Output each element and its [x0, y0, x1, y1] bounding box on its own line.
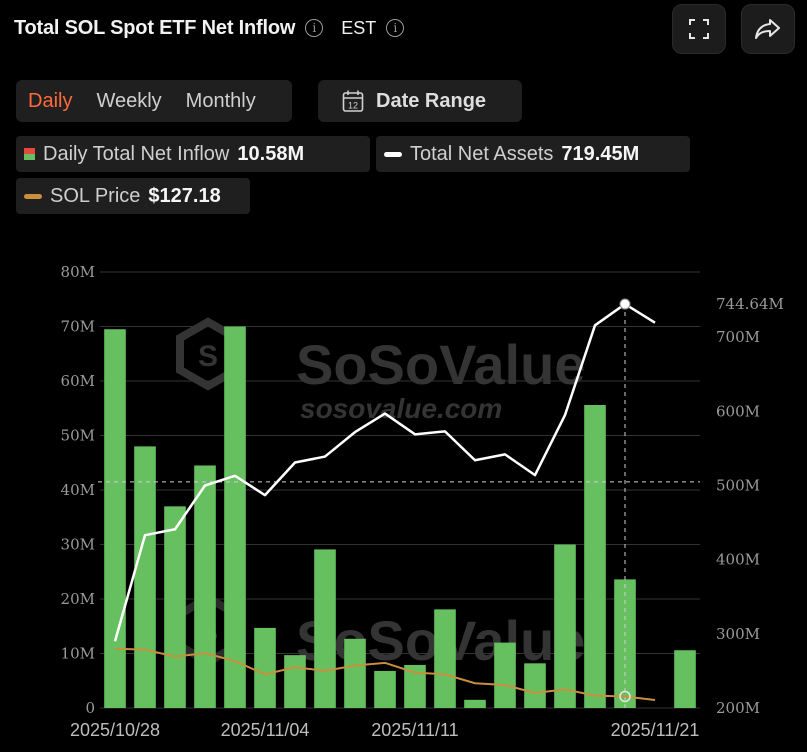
inflow-swatch [24, 148, 35, 160]
svg-text:sosovalue.com: sosovalue.com [300, 393, 502, 424]
inflow-bar [404, 664, 426, 708]
inflow-bar [374, 670, 396, 708]
timezone-info-icon[interactable]: i [386, 19, 405, 37]
bar-series [104, 326, 696, 708]
line-series [98, 298, 700, 708]
inflow-bar [104, 329, 126, 708]
legend-inflow-label: Daily Total Net Inflow [43, 142, 230, 165]
inflow-chart[interactable]: S SoSoValue sosovalue.com S SoSoValue 01… [0, 250, 807, 752]
info-icon[interactable]: i [305, 19, 324, 37]
y2-tick-label: 600M [716, 402, 760, 420]
legend-price-label: SOL Price [50, 184, 141, 207]
y-tick-label: 20M [61, 590, 95, 608]
svg-text:S: S [198, 340, 218, 373]
y2-hover-label: 744.64M [716, 295, 784, 313]
y-tick-label: 60M [61, 372, 95, 390]
inflow-bar [314, 549, 336, 708]
svg-text:SoSoValue: SoSoValue [296, 333, 585, 396]
inflow-bar [164, 506, 186, 708]
inflow-bar [194, 465, 216, 708]
legend-assets-value: 719.45M [561, 142, 640, 165]
inflow-bar [584, 404, 606, 708]
price-swatch [24, 193, 42, 199]
fullscreen-icon [689, 19, 709, 39]
assets-line [113, 302, 656, 642]
legend-inflow-value: 10.58M [237, 142, 305, 165]
svg-text:12: 12 [348, 101, 358, 111]
date-range-button[interactable]: 12 Date Range [318, 80, 522, 122]
inflow-bar [494, 642, 516, 708]
y2-tick-label: 300M [716, 625, 760, 643]
date-range-label: Date Range [376, 89, 487, 112]
chart-header: Total SOL Spot ETF Net Inflow i EST i [14, 10, 405, 46]
inflow-bar [134, 446, 156, 708]
y-tick-label: 10M [61, 645, 95, 663]
y2-tick-label: 200M [716, 699, 760, 717]
fullscreen-button[interactable] [672, 4, 726, 54]
inflow-bar [254, 627, 276, 708]
price-line [114, 647, 656, 702]
y2-tick-label: 500M [716, 477, 760, 495]
y2-tick-label: 400M [716, 551, 760, 569]
y2-tick-label: 700M [716, 328, 760, 346]
y-tick-label: 80M [61, 263, 95, 281]
tab-weekly[interactable]: Weekly [96, 89, 162, 112]
tab-monthly[interactable]: Monthly [185, 89, 256, 112]
inflow-bar [554, 544, 576, 708]
legend-price[interactable]: SOL Price $127.18 [16, 178, 250, 214]
period-tabs: Daily Weekly Monthly [16, 80, 292, 122]
legend-inflow[interactable]: Daily Total Net Inflow 10.58M [16, 136, 370, 172]
legend-assets[interactable]: Total Net Assets 719.45M [376, 136, 690, 172]
timezone-label: EST [341, 17, 377, 38]
y-tick-label: 40M [61, 481, 95, 499]
x-tick-label: 2025/11/04 [221, 720, 310, 740]
legend-price-value: $127.18 [148, 184, 221, 207]
x-tick-label: 2025/11/11 [371, 720, 458, 740]
inflow-bar [344, 638, 366, 708]
y-tick-label: 50M [61, 427, 95, 445]
inflow-bar [524, 663, 546, 708]
assets-swatch [384, 151, 402, 157]
share-button[interactable] [741, 4, 795, 54]
x-tick-label: 2025/10/28 [70, 720, 160, 740]
inflow-bar [464, 699, 486, 708]
chart-title: Total SOL Spot ETF Net Inflow [14, 16, 296, 39]
price-hover-point [619, 690, 631, 703]
inflow-bar [674, 650, 696, 708]
assets-hover-point [619, 298, 631, 310]
inflow-bar [224, 326, 246, 708]
inflow-bar [434, 609, 456, 708]
y-tick-label: 0 [85, 699, 95, 717]
share-icon [755, 19, 780, 39]
chart-axes: 0 10M 20M 30M 40M 50M 60M 70M 80M 200M 300M 400M 500… [61, 263, 784, 740]
x-tick-label: 2025/11/21 [611, 720, 700, 740]
legend-assets-label: Total Net Assets [410, 142, 554, 165]
inflow-bar [284, 655, 306, 708]
y-tick-label: 30M [61, 536, 95, 554]
y-tick-label: 70M [61, 318, 95, 336]
calendar-icon: 12 [342, 90, 364, 112]
tab-daily[interactable]: Daily [28, 89, 73, 112]
